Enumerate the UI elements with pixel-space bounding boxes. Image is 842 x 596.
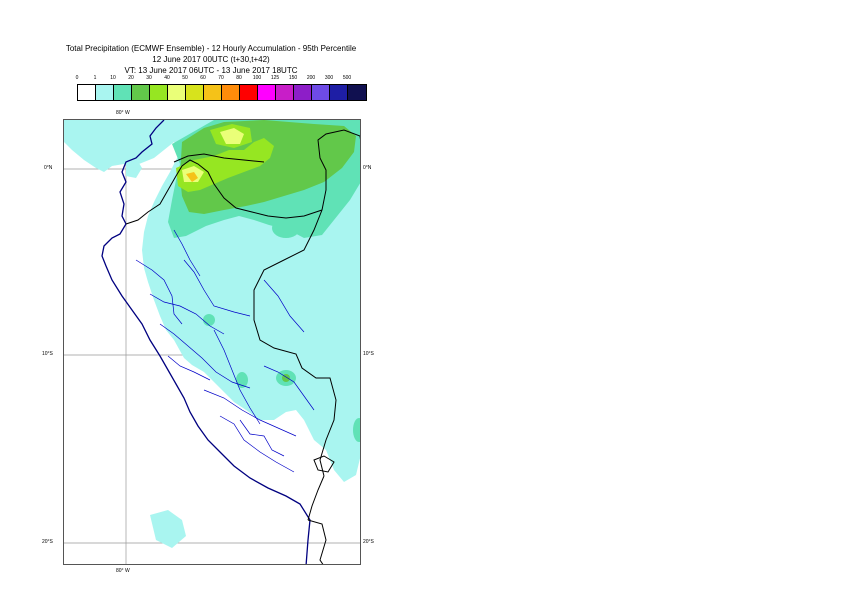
provincial-borders xyxy=(135,229,315,473)
legend-label: 200 xyxy=(306,75,316,81)
legend-swatch xyxy=(204,85,222,100)
province-line xyxy=(183,259,251,317)
province-line xyxy=(239,419,285,457)
peak-rain-patch xyxy=(186,172,198,182)
moderate-rain-blob xyxy=(272,218,300,238)
moderate-rain-blob xyxy=(353,418,360,442)
national-borders xyxy=(125,129,360,564)
lat-label-right-20s: 20°S xyxy=(363,539,374,545)
coastline xyxy=(101,120,311,564)
intense-rain-patch xyxy=(220,128,244,144)
legend-label: 500 xyxy=(342,75,352,81)
legend-label: 20 xyxy=(128,75,134,81)
precipitation-fields xyxy=(64,120,360,548)
legend-swatch xyxy=(258,85,276,100)
map-svg xyxy=(64,120,360,564)
province-line xyxy=(149,293,225,335)
legend-swatch xyxy=(186,85,204,100)
legend-labels: 0 1 10 20 30 40 50 60 70 80 100 125 150 200 300 500 xyxy=(0,75,422,85)
province-line xyxy=(219,415,295,473)
legend-swatch xyxy=(330,85,348,100)
legend-label: 300 xyxy=(324,75,334,81)
lat-label-right-0: 0°N xyxy=(363,165,372,171)
province-line xyxy=(213,329,261,425)
legend-swatch xyxy=(276,85,294,100)
chart-title-line-1: Total Precipitation (ECMWF Ensemble) - 1… xyxy=(65,44,357,53)
light-rain-patch xyxy=(126,158,142,178)
legend-swatch xyxy=(96,85,114,100)
chart-title-line-2: 12 June 2017 00UTC (t+30,t+42) xyxy=(152,55,270,64)
lake-titicaca xyxy=(313,455,335,473)
legend-label: 60 xyxy=(200,75,206,81)
lon-label-top: 80° W xyxy=(116,110,130,116)
province-line xyxy=(263,365,315,411)
legend-swatch xyxy=(240,85,258,100)
province-line xyxy=(159,323,251,389)
legend-swatch xyxy=(132,85,150,100)
legend-swatch xyxy=(150,85,168,100)
light-rain-patch xyxy=(139,138,160,156)
legend-swatch xyxy=(348,85,366,100)
legend-color-bar xyxy=(77,84,367,101)
province-line xyxy=(173,229,201,277)
legend-label: 125 xyxy=(270,75,280,81)
legend-swatch xyxy=(294,85,312,100)
province-line xyxy=(263,279,305,333)
border-peru-brazil-south xyxy=(253,209,337,477)
border-ecuador-peru xyxy=(125,159,323,225)
heavy-rain-field xyxy=(176,138,274,192)
legend-label: 1 xyxy=(93,75,97,81)
legend-label: 100 xyxy=(252,75,262,81)
legend-label: 80 xyxy=(236,75,242,81)
legend-swatch xyxy=(78,85,96,100)
legend-label: 10 xyxy=(110,75,116,81)
legend-swatch xyxy=(222,85,240,100)
lat-label-left-10s: 10°S xyxy=(42,351,53,357)
legend-swatch xyxy=(114,85,132,100)
lat-label-left-20s: 20°S xyxy=(42,539,53,545)
border-chile-bolivia xyxy=(307,519,327,564)
light-rain-patch xyxy=(64,120,104,138)
legend-label: 50 xyxy=(182,75,188,81)
lat-label-left-0: 0°N xyxy=(44,165,53,171)
legend-label: 70 xyxy=(218,75,224,81)
moderate-rain-blob xyxy=(203,314,215,326)
precipitation-map xyxy=(63,119,361,565)
legend-label: 0 xyxy=(75,75,79,81)
legend-label: 30 xyxy=(146,75,152,81)
province-line xyxy=(135,259,183,325)
legend-swatch xyxy=(312,85,330,100)
light-rain-patch xyxy=(150,510,186,548)
province-line xyxy=(167,355,211,381)
legend-label: 40 xyxy=(164,75,170,81)
province-line xyxy=(203,389,297,437)
border-ecuador-colombia xyxy=(173,153,265,163)
legend-label: 150 xyxy=(288,75,298,81)
border-peru-brazil xyxy=(317,129,360,211)
lat-label-right-10s: 10°S xyxy=(363,351,374,357)
border-peru-bolivia xyxy=(307,475,325,521)
legend-swatch xyxy=(168,85,186,100)
lon-label-bottom: 80° W xyxy=(116,568,130,574)
chart-title-line-3: VT: 13 June 2017 06UTC - 13 June 2017 18… xyxy=(124,66,298,75)
